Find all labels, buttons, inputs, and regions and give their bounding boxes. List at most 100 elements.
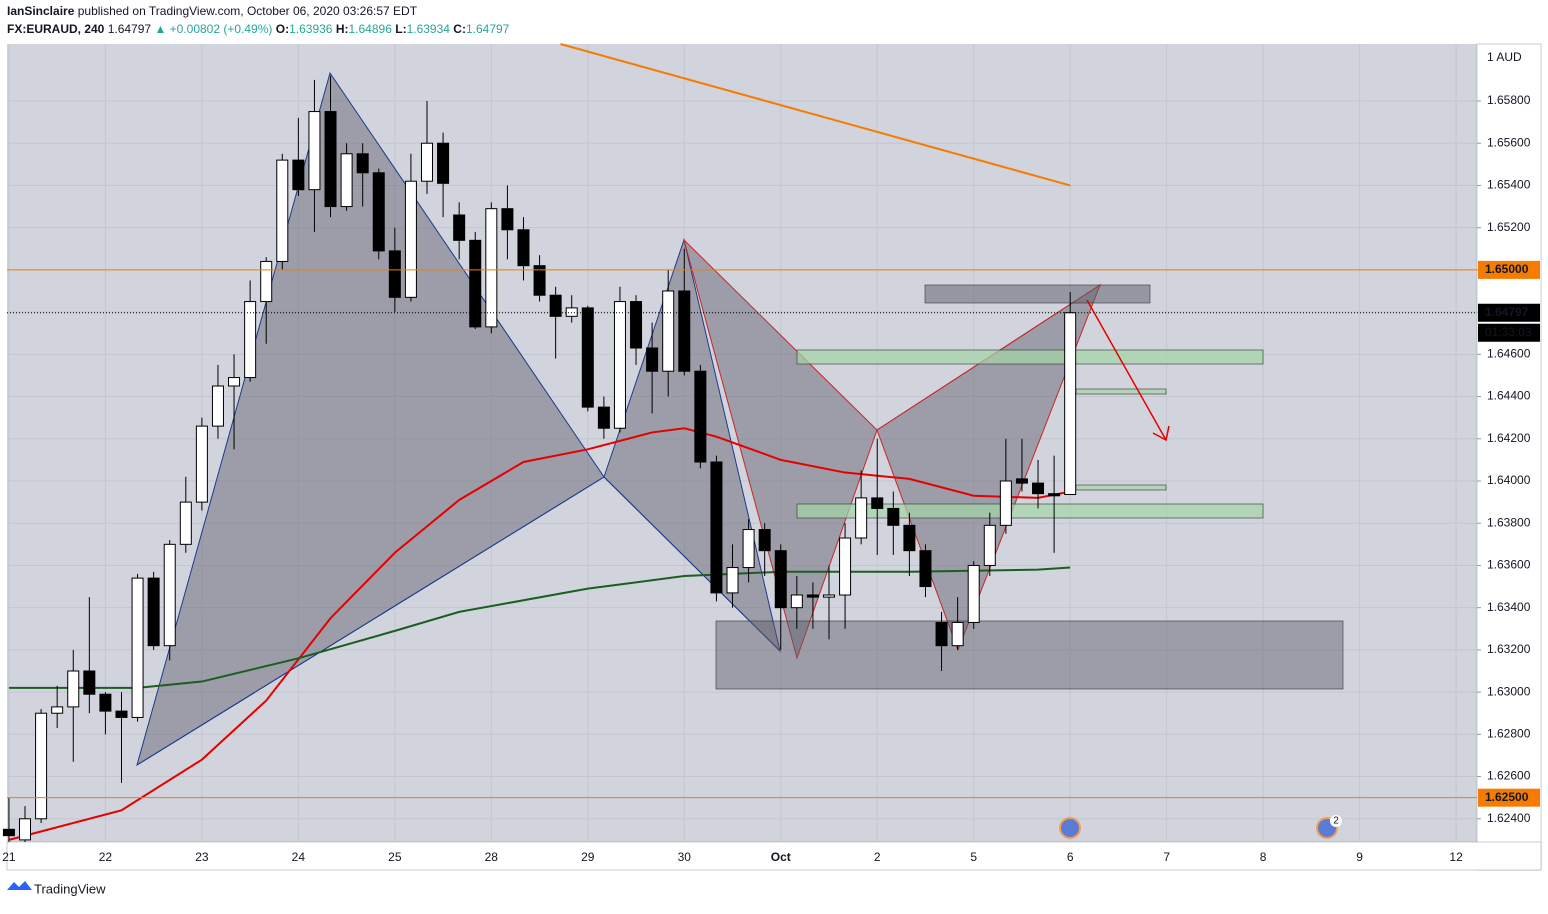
ohlc-value: 1.64896 [349, 22, 393, 36]
candle-body [790, 594, 803, 609]
header-line2: FX:EURAUD, 240 1.64797 ▲ +0.00802 (+0.49… [7, 22, 510, 36]
x-tick-label: 22 [99, 850, 113, 864]
candle-body [372, 172, 385, 252]
header-line1: IanSinclaire published on TradingView.co… [7, 4, 418, 18]
zone [715, 620, 1344, 690]
zone [796, 503, 1264, 519]
candle-body [228, 377, 241, 387]
candle-body [887, 507, 900, 526]
candle-body [51, 706, 64, 714]
candle-body [147, 577, 160, 647]
x-tick-label: 30 [678, 850, 692, 864]
change: ▲ +0.00802 (+0.49%) [154, 22, 272, 36]
zone [924, 284, 1151, 304]
candle-body [485, 208, 498, 328]
logo [7, 881, 32, 890]
candle-body [211, 385, 224, 427]
candle-body [967, 564, 980, 623]
plot-area [7, 44, 1477, 842]
candle-body [822, 594, 835, 598]
candle-body [935, 621, 948, 647]
zone [1075, 484, 1167, 491]
arrow-head [1152, 425, 1170, 442]
pattern-leg [603, 476, 781, 652]
event-icon[interactable] [1059, 817, 1081, 839]
axis-unit: 1 AUD [1487, 50, 1522, 64]
arrow [1086, 299, 1167, 441]
author: IanSinclaire [7, 4, 75, 18]
ohlc-value: 1.63936 [289, 22, 333, 36]
y-tick-label: 1.64200 [1487, 431, 1531, 445]
zone [796, 349, 1264, 365]
x-tick-label: 12 [1449, 850, 1463, 864]
candle-body [1064, 312, 1077, 496]
x-tick-label: 6 [1067, 850, 1074, 864]
candle-body [1032, 482, 1045, 495]
drawings [136, 71, 1344, 767]
candle-body [195, 425, 208, 503]
ohlc-label: O: [276, 22, 289, 36]
y-tick-label: 1.62800 [1487, 727, 1531, 741]
x-tick-label: 29 [581, 850, 595, 864]
candle-body [35, 712, 48, 820]
candle-body [999, 480, 1012, 526]
candle-body [308, 111, 321, 191]
candle-body [356, 153, 369, 174]
y-tick-label: 1.65200 [1487, 220, 1531, 234]
candle-body [324, 111, 337, 208]
x-tick-label: 9 [1356, 850, 1363, 864]
price-badge [1478, 260, 1540, 279]
x-tick-label: 8 [1260, 850, 1267, 864]
candle-body [1048, 493, 1061, 497]
x-tick-label: 23 [195, 850, 209, 864]
x-tick-label: 5 [970, 850, 977, 864]
candle-body [517, 229, 530, 267]
candle-body [903, 524, 916, 552]
candle-body [260, 260, 273, 303]
candle-body [469, 239, 482, 328]
price-axis [1476, 43, 1542, 871]
x-tick-label: 7 [1163, 850, 1170, 864]
candle-body [758, 529, 771, 552]
candle-body [421, 142, 433, 182]
candle-body [533, 265, 546, 296]
candle-body [694, 370, 707, 463]
y-tick-label: 1.64600 [1487, 347, 1531, 361]
candle-body [646, 347, 659, 372]
y-tick-label: 1.62400 [1487, 811, 1531, 825]
candle-body [67, 670, 80, 708]
series [2, 43, 1477, 842]
countdown-label: 01:33:03 [1485, 325, 1532, 339]
x-tick-label: Oct [771, 850, 791, 864]
y-tick-label: 1.65400 [1487, 178, 1531, 192]
candle-body [2, 828, 15, 837]
ohlc-label: L: [395, 22, 406, 36]
indicator-line [560, 43, 1071, 187]
candle-body [1015, 478, 1028, 484]
candle-body [115, 710, 128, 718]
candle-body [549, 294, 562, 317]
candle-body [951, 621, 964, 647]
countdown-badge [1478, 323, 1540, 342]
candle-body [99, 693, 112, 712]
candle-body [244, 301, 257, 379]
x-tick-label: 24 [292, 850, 306, 864]
y-tick-label: 1.65600 [1487, 135, 1531, 149]
x-tick-label: 25 [388, 850, 402, 864]
candle-body [581, 307, 594, 408]
pattern-triangle [683, 238, 878, 660]
y-tick-label: 1.63000 [1487, 684, 1531, 698]
y-tick-label: 1.65800 [1487, 93, 1531, 107]
candle-body [983, 524, 996, 566]
candle-body [919, 550, 932, 588]
price-badge-label: 1.64797 [1485, 305, 1529, 319]
annotations: 2 [1059, 299, 1342, 839]
event-count: 2 [1333, 816, 1339, 827]
candle-body [501, 208, 514, 231]
price-badge [1478, 303, 1540, 322]
y-tick-label: 1.63200 [1487, 642, 1531, 656]
candle-body [597, 406, 610, 429]
y-tick-label: 1.64000 [1487, 473, 1531, 487]
x-tick-label: 21 [2, 850, 16, 864]
